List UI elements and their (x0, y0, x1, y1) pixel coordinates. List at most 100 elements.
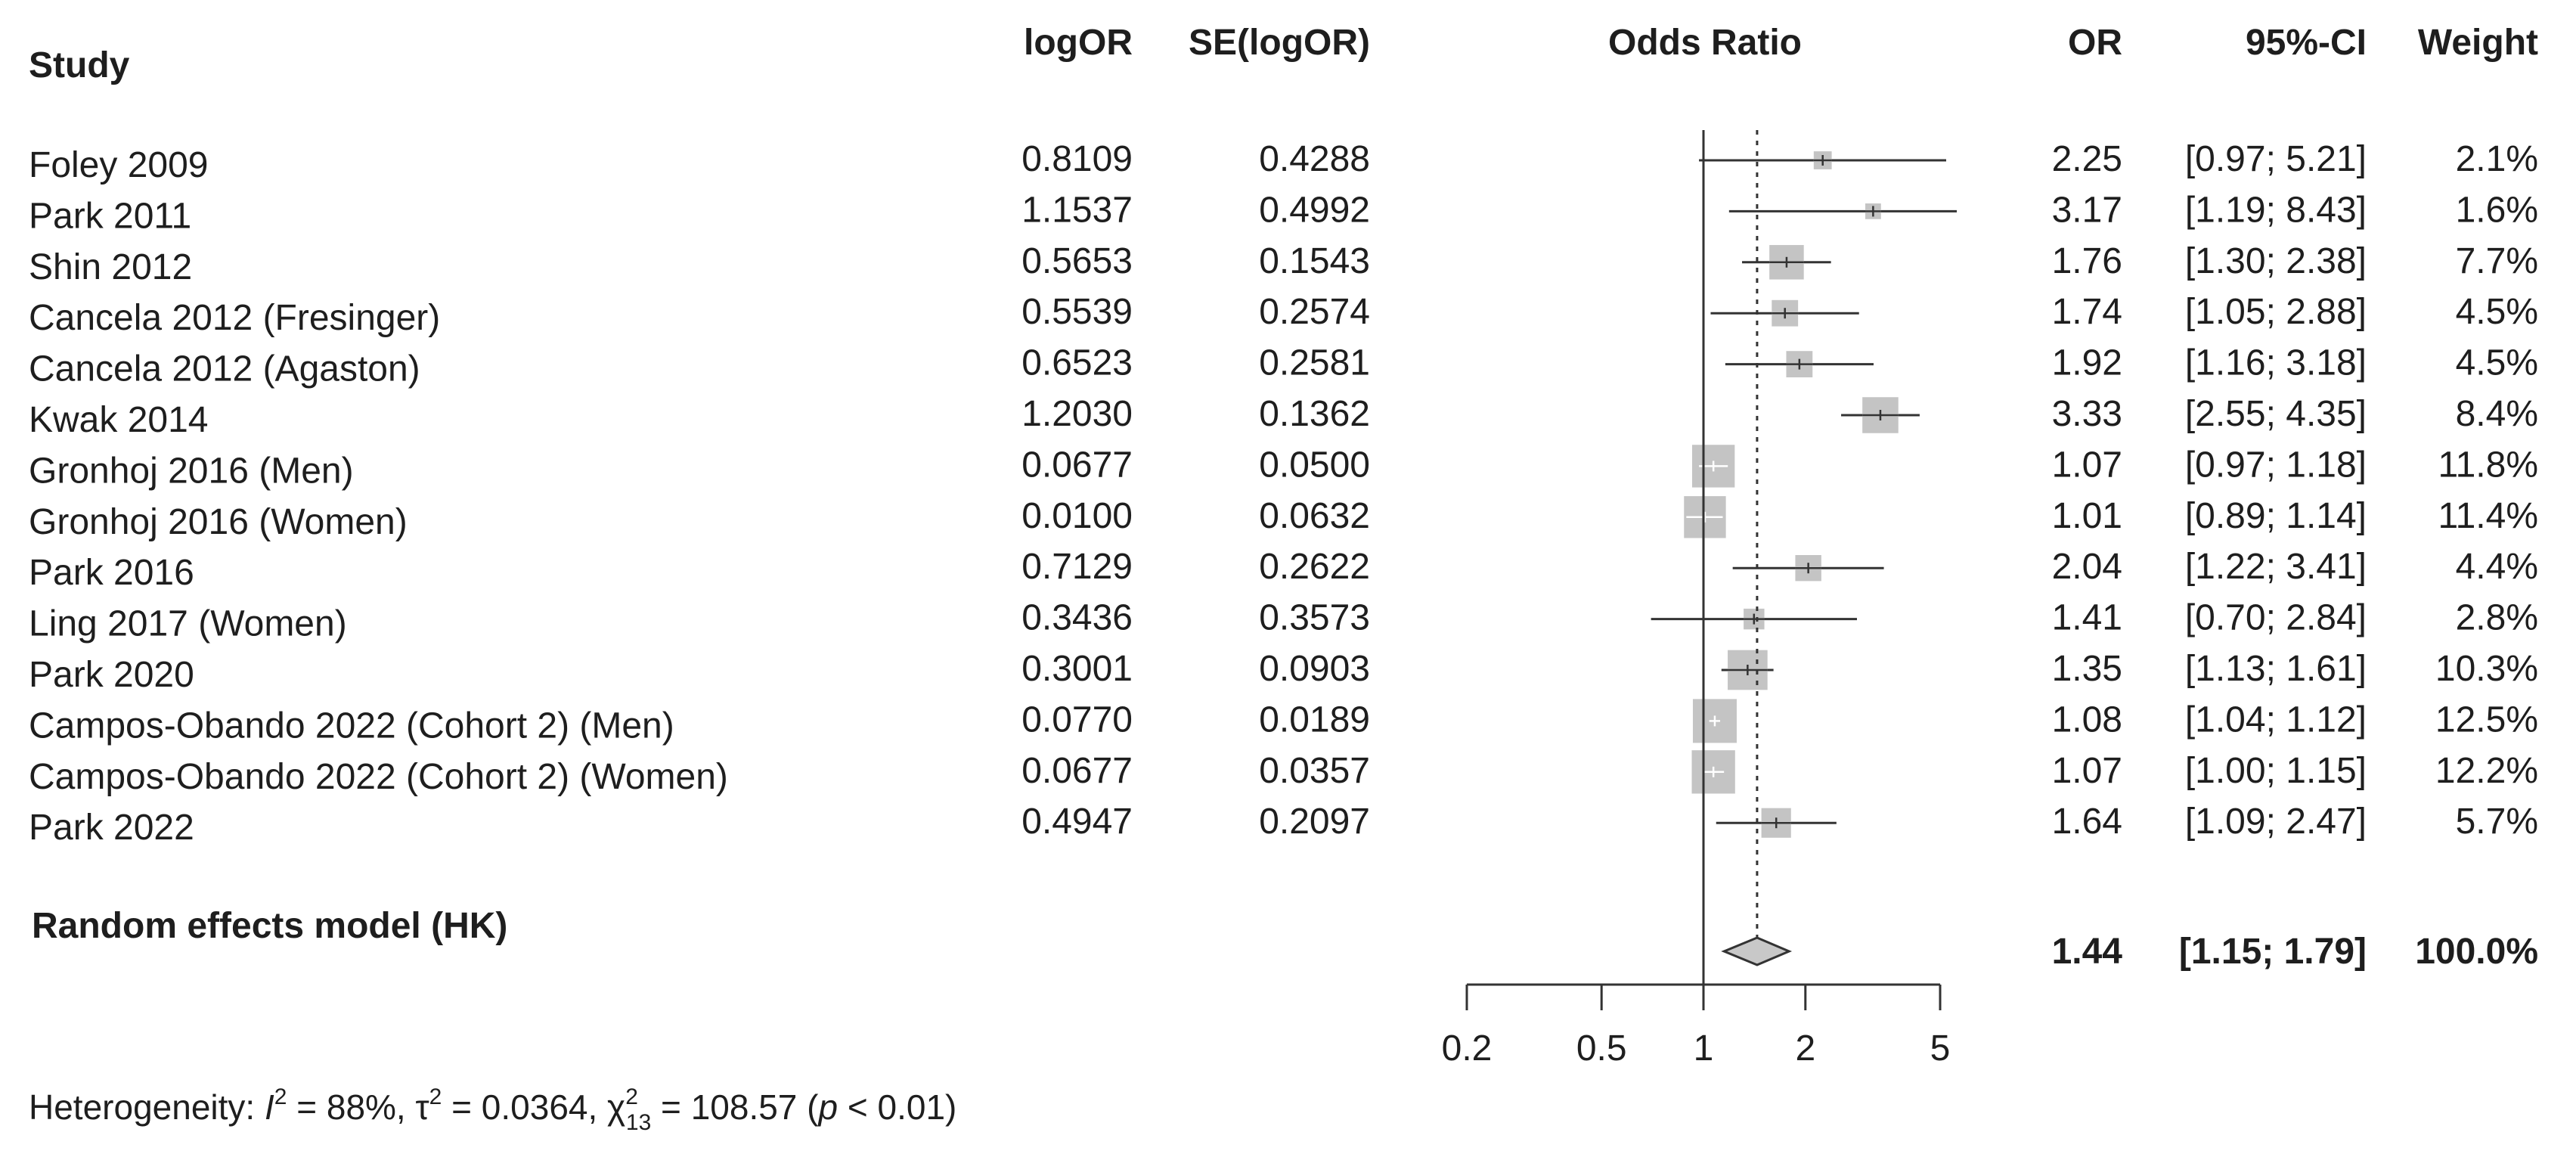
study-se: 0.0632 (1259, 496, 1370, 536)
study-or: 3.33 (2052, 394, 2122, 434)
study-row: Park 2022 0.4947 0.2097 1.64 [1.09; 2.47] 5.7… (29, 802, 2538, 848)
header-ci: 95%-CI (2246, 23, 2367, 63)
study-logor: 0.8109 (1021, 139, 1133, 179)
study-logor: 1.1537 (1021, 190, 1133, 230)
study-or: 1.08 (2052, 699, 2122, 740)
het-i2-value: = 88%, (287, 1087, 415, 1127)
study-row: Cancela 2012 (Agaston) 0.6523 0.2581 1.92 [1… (29, 343, 2538, 389)
study-name: Campos-Obando 2022 (Cohort 2) (Men) (29, 706, 674, 746)
study-weight: 12.5% (2435, 699, 2538, 740)
study-row: Kwak 2014 1.2030 0.1362 3.33 [2.55; 4.35] 8.4… (29, 394, 2538, 440)
study-se: 0.4288 (1259, 139, 1370, 179)
study-weight: 4.5% (2456, 292, 2538, 332)
study-name: Gronhoj 2016 (Men) (29, 451, 354, 491)
header-se: SE(logOR) (1189, 23, 1370, 63)
summary-name: Random effects model (HK) (32, 906, 507, 946)
study-logor: 0.0677 (1021, 445, 1133, 485)
study-row: Shin 2012 0.5653 0.1543 1.76 [1.30; 2.38] 7.7… (29, 241, 2538, 287)
study-row: Campos-Obando 2022 (Cohort 2) (Men) 0.077… (29, 699, 2538, 746)
study-or: 1.07 (2052, 445, 2122, 485)
study-rows: Foley 2009 0.8109 0.4288 2.25 [0.97; 5.21] 2.… (29, 139, 2538, 848)
study-logor: 0.0100 (1021, 496, 1133, 536)
study-weight: 2.1% (2456, 139, 2538, 179)
study-ci: [1.13; 1.61] (2185, 649, 2367, 689)
study-se: 0.0500 (1259, 445, 1370, 485)
study-row: Campos-Obando 2022 (Cohort 2) (Women) 0.0… (29, 750, 2538, 797)
het-prefix: Heterogeneity: (29, 1087, 265, 1127)
het-i2-symbol: I (265, 1087, 274, 1127)
study-or: 1.07 (2052, 751, 2122, 791)
het-chi2-sup: 2 (625, 1084, 638, 1109)
study-logor: 0.0770 (1021, 699, 1133, 740)
header-or: OR (2068, 23, 2122, 63)
study-row: Foley 2009 0.8109 0.4288 2.25 [0.97; 5.21] 2.… (29, 139, 2538, 185)
study-ci: [0.97; 5.21] (2185, 139, 2367, 179)
het-chi2-symbol: χ (607, 1087, 625, 1127)
study-name: Cancela 2012 (Agaston) (29, 349, 420, 389)
study-logor: 0.3436 (1021, 598, 1133, 638)
study-se: 0.3573 (1259, 598, 1370, 638)
het-tau2-sup: 2 (429, 1084, 442, 1109)
study-weight: 4.4% (2456, 547, 2538, 587)
study-weight: 10.3% (2435, 649, 2538, 689)
study-ci: [1.05; 2.88] (2185, 292, 2367, 332)
study-logor: 0.5653 (1021, 241, 1133, 281)
study-se: 0.1362 (1259, 394, 1370, 434)
study-ci: [1.19; 8.43] (2185, 190, 2367, 230)
het-chi2-value: = 108.57 ( (651, 1087, 819, 1127)
study-weight: 4.5% (2456, 343, 2538, 383)
het-i2-sup: 2 (274, 1084, 287, 1109)
study-weight: 11.4% (2438, 496, 2538, 536)
study-se: 0.2574 (1259, 292, 1370, 332)
study-se: 0.0903 (1259, 649, 1370, 689)
study-ci: [0.70; 2.84] (2185, 598, 2367, 638)
study-se: 0.0189 (1259, 699, 1370, 740)
study-logor: 0.5539 (1021, 292, 1133, 332)
study-row: Gronhoj 2016 (Women) 0.0100 0.0632 1.01 [0.8… (29, 496, 2538, 542)
header-logor: logOR (1024, 23, 1133, 63)
study-weight: 8.4% (2456, 394, 2538, 434)
study-row: Ling 2017 (Women) 0.3436 0.3573 1.41 [0.70; … (29, 598, 2538, 644)
study-or: 3.17 (2052, 190, 2122, 230)
header-study: Study (29, 45, 130, 85)
study-ci: [0.97; 1.18] (2185, 445, 2367, 485)
study-ci: [1.22; 3.41] (2185, 547, 2367, 587)
study-logor: 0.3001 (1021, 649, 1133, 689)
het-chi2-sub: 13 (626, 1110, 651, 1135)
study-or: 1.64 (2052, 802, 2122, 842)
study-name: Park 2016 (29, 553, 194, 593)
study-se: 0.2622 (1259, 547, 1370, 587)
study-name: Campos-Obando 2022 (Cohort 2) (Women) (29, 757, 728, 797)
study-or: 1.41 (2052, 598, 2122, 638)
study-se: 0.2581 (1259, 343, 1370, 383)
header-weight: Weight (2418, 23, 2538, 63)
study-name: Foley 2009 (29, 145, 209, 185)
study-name: Shin 2012 (29, 247, 192, 287)
study-or: 1.76 (2052, 241, 2122, 281)
study-name: Gronhoj 2016 (Women) (29, 502, 408, 542)
study-weight: 2.8% (2456, 598, 2538, 638)
study-name: Ling 2017 (Women) (29, 604, 347, 644)
study-logor: 0.7129 (1021, 547, 1133, 587)
study-row: Cancela 2012 (Fresinger) 0.5539 0.2574 1.74… (29, 292, 2538, 338)
study-name: Park 2011 (29, 196, 191, 236)
study-row: Gronhoj 2016 (Men) 0.0677 0.0500 1.07 [0.97;… (29, 445, 2538, 491)
study-or: 1.74 (2052, 292, 2122, 332)
summary-ci: [1.15; 1.79] (2179, 932, 2367, 972)
study-weight: 5.7% (2456, 802, 2538, 842)
study-logor: 0.6523 (1021, 343, 1133, 383)
study-name: Park 2020 (29, 655, 194, 695)
x-axis-tick-label: 1 (1694, 1028, 1714, 1069)
x-axis-tick-label: 5 (1930, 1028, 1951, 1069)
study-se: 0.1543 (1259, 241, 1370, 281)
study-se: 0.0357 (1259, 751, 1370, 791)
study-ci: [1.30; 2.38] (2185, 241, 2367, 281)
study-weight: 1.6% (2456, 190, 2538, 230)
study-se: 0.2097 (1259, 802, 1370, 842)
heterogeneity-text: Heterogeneity: I2 = 88%, τ2 = 0.0364, χ2… (29, 1084, 956, 1135)
study-weight: 7.7% (2456, 241, 2538, 281)
study-name: Cancela 2012 (Fresinger) (29, 298, 440, 338)
het-tau2-symbol: τ (416, 1087, 429, 1127)
header-odds-ratio: Odds Ratio (1608, 23, 1802, 63)
study-name: Kwak 2014 (29, 400, 209, 440)
